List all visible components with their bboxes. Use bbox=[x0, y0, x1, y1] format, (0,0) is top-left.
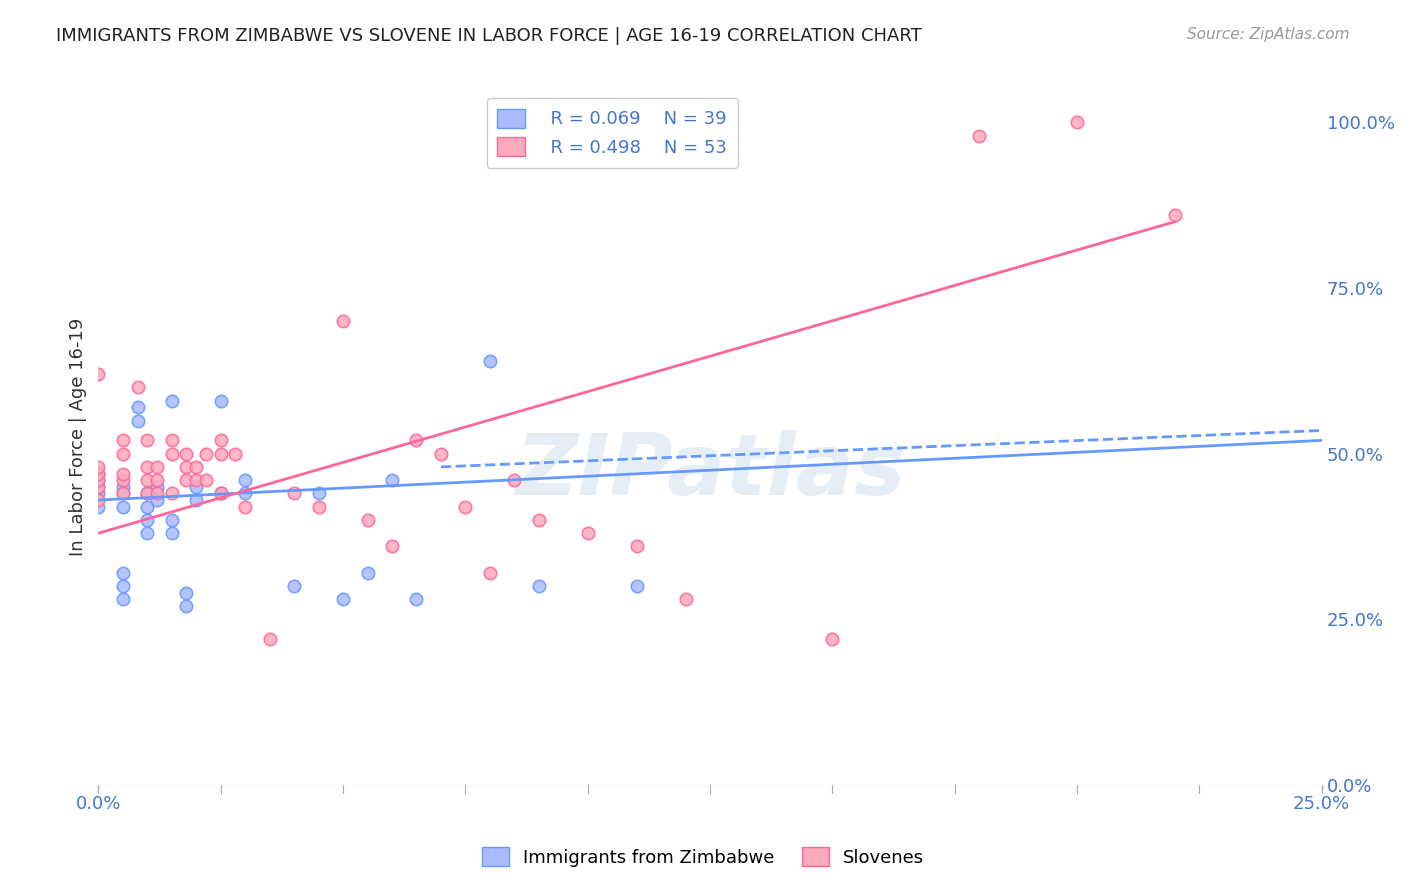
Point bbox=[87, 459, 110, 474]
Point bbox=[160, 447, 183, 461]
Point bbox=[87, 367, 110, 381]
Point bbox=[176, 473, 198, 487]
Point bbox=[111, 486, 134, 500]
Point bbox=[186, 493, 208, 508]
Point bbox=[146, 486, 169, 500]
Point bbox=[233, 473, 256, 487]
Point bbox=[111, 480, 134, 494]
Point bbox=[111, 566, 134, 580]
Point bbox=[136, 473, 159, 487]
Point bbox=[111, 486, 134, 500]
Text: IMMIGRANTS FROM ZIMBABWE VS SLOVENE IN LABOR FORCE | AGE 16-19 CORRELATION CHART: IMMIGRANTS FROM ZIMBABWE VS SLOVENE IN L… bbox=[56, 27, 922, 45]
Legend: Immigrants from Zimbabwe, Slovenes: Immigrants from Zimbabwe, Slovenes bbox=[474, 840, 932, 874]
Point bbox=[527, 579, 550, 593]
Point bbox=[356, 513, 378, 527]
Point bbox=[478, 566, 501, 580]
Point bbox=[136, 486, 159, 500]
Text: Source: ZipAtlas.com: Source: ZipAtlas.com bbox=[1187, 27, 1350, 42]
Point bbox=[87, 480, 110, 494]
Point bbox=[209, 486, 232, 500]
Point bbox=[381, 473, 404, 487]
Point bbox=[87, 473, 110, 487]
Point bbox=[87, 480, 110, 494]
Point bbox=[356, 566, 378, 580]
Point bbox=[209, 434, 232, 448]
Point bbox=[111, 592, 134, 607]
Point bbox=[967, 128, 990, 143]
Point bbox=[111, 434, 134, 448]
Point bbox=[821, 632, 844, 647]
Point bbox=[186, 459, 208, 474]
Point bbox=[381, 540, 404, 554]
Point bbox=[160, 486, 183, 500]
Point bbox=[283, 579, 305, 593]
Point bbox=[626, 579, 648, 593]
Point bbox=[87, 486, 110, 500]
Point bbox=[87, 493, 110, 508]
Point bbox=[127, 380, 149, 394]
Point bbox=[87, 467, 110, 481]
Point bbox=[111, 579, 134, 593]
Point bbox=[176, 447, 198, 461]
Point bbox=[430, 447, 453, 461]
Point bbox=[209, 486, 232, 500]
Point bbox=[176, 599, 198, 613]
Point bbox=[146, 480, 169, 494]
Point bbox=[127, 413, 149, 427]
Point bbox=[146, 493, 169, 508]
Point bbox=[308, 500, 330, 514]
Text: ZIPatlas: ZIPatlas bbox=[515, 430, 905, 514]
Point bbox=[136, 459, 159, 474]
Point bbox=[111, 473, 134, 487]
Point bbox=[308, 486, 330, 500]
Point bbox=[1066, 115, 1088, 129]
Point bbox=[160, 513, 183, 527]
Y-axis label: In Labor Force | Age 16-19: In Labor Force | Age 16-19 bbox=[69, 318, 87, 557]
Point bbox=[1164, 208, 1187, 222]
Point bbox=[111, 447, 134, 461]
Point bbox=[186, 473, 208, 487]
Point bbox=[259, 632, 281, 647]
Point bbox=[176, 586, 198, 600]
Legend:   R = 0.069    N = 39,   R = 0.498    N = 53: R = 0.069 N = 39, R = 0.498 N = 53 bbox=[486, 98, 738, 168]
Point bbox=[136, 513, 159, 527]
Point bbox=[209, 447, 232, 461]
Point bbox=[111, 467, 134, 481]
Point bbox=[146, 473, 169, 487]
Point bbox=[527, 513, 550, 527]
Point bbox=[233, 486, 256, 500]
Point bbox=[136, 500, 159, 514]
Point bbox=[195, 473, 218, 487]
Point bbox=[332, 314, 354, 328]
Point bbox=[454, 500, 477, 514]
Point bbox=[87, 467, 110, 481]
Point bbox=[675, 592, 697, 607]
Point bbox=[176, 459, 198, 474]
Point bbox=[87, 473, 110, 487]
Point bbox=[224, 447, 246, 461]
Point bbox=[503, 473, 526, 487]
Point bbox=[576, 526, 599, 541]
Point bbox=[233, 500, 256, 514]
Point bbox=[136, 486, 159, 500]
Point bbox=[87, 500, 110, 514]
Point bbox=[160, 526, 183, 541]
Point bbox=[136, 434, 159, 448]
Point bbox=[405, 434, 427, 448]
Point bbox=[626, 540, 648, 554]
Point bbox=[209, 393, 232, 408]
Point bbox=[160, 434, 183, 448]
Point bbox=[405, 592, 427, 607]
Point bbox=[186, 480, 208, 494]
Point bbox=[111, 500, 134, 514]
Point bbox=[160, 393, 183, 408]
Point bbox=[136, 526, 159, 541]
Point bbox=[478, 354, 501, 368]
Point bbox=[332, 592, 354, 607]
Point bbox=[195, 447, 218, 461]
Point bbox=[146, 459, 169, 474]
Point bbox=[283, 486, 305, 500]
Point bbox=[127, 401, 149, 415]
